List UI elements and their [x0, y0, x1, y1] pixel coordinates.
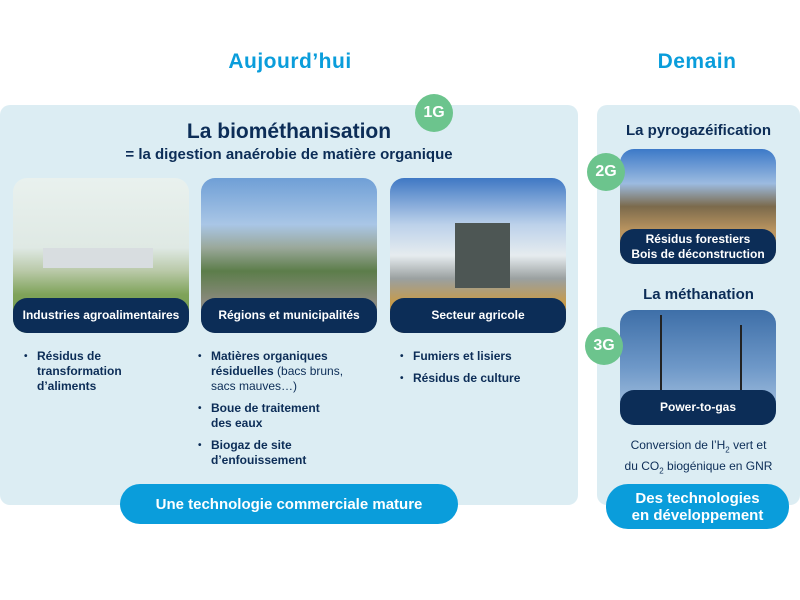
desc-text: du CO	[624, 459, 660, 474]
mature-technology-pill: Une technologie commerciale mature	[120, 484, 458, 524]
municipal-list: Matières organiques résiduelles (bacs br…	[198, 349, 368, 475]
list-item: Résidus de transformation d’aliments	[24, 349, 144, 394]
panel-subtitle: = la digestion anaérobie de matière orga…	[125, 146, 453, 163]
list-item: Fumiers et lisiers	[400, 349, 560, 364]
desc-sub: 2	[725, 445, 730, 455]
developing-technologies-pill: Des technologies en développement	[606, 484, 789, 529]
list-item: Matières organiques résiduelles (bacs br…	[198, 349, 368, 394]
desc-text: Conversion de l’H	[630, 438, 726, 452]
list-item: Biogaz de site d’enfouissement	[198, 438, 323, 468]
heading-today: Aujourd’hui	[228, 50, 352, 73]
pill-line2: en développement	[631, 506, 764, 524]
badge-2g: 2G	[587, 153, 625, 191]
desc-text: vert et	[729, 438, 767, 452]
pyro-title-text: La pyrogazéification	[625, 122, 772, 139]
pyro-label-line1: Résidus forestiers	[645, 231, 751, 246]
list-item: Résidus de culture	[400, 371, 560, 386]
pill-line1: Des technologies	[635, 489, 760, 507]
desc-text: biogénique en GNR	[663, 459, 773, 474]
pyro-label: Résidus forestiers Bois de déconstruction	[620, 229, 776, 264]
desc-sub: 2	[659, 466, 664, 476]
panel-title: La biométhanisation	[186, 120, 392, 143]
agrifood-list: Résidus de transformation d’aliments	[24, 349, 144, 401]
badge-1g: 1G	[415, 94, 453, 132]
methanation-description: Conversion de l’H2 vert et du CO2 biogén…	[597, 437, 800, 480]
sector-label-agricultural: Secteur agricole	[390, 298, 566, 333]
power-to-gas-label: Power-to-gas	[620, 390, 776, 425]
item-bold: Matières organiques résiduelles	[211, 349, 328, 378]
heading-tomorrow: Demain	[657, 50, 737, 73]
badge-3g: 3G	[585, 327, 623, 365]
agricultural-list: Fumiers et lisiers Résidus de culture	[400, 349, 560, 393]
pyro-title: La pyrogazéification	[597, 122, 800, 140]
list-item: Boue de traitement des eaux	[198, 401, 333, 431]
pyro-label-line2: Bois de déconstruction	[631, 246, 765, 261]
metha-title-text: La méthanation	[643, 286, 754, 303]
sector-label-municipal: Régions et municipalités	[201, 298, 377, 333]
item-detail: (bacs bruns, sacs mauves…)	[211, 364, 344, 393]
sector-label-agrifood: Industries agroalimentaires	[13, 298, 189, 333]
metha-title: La méthanation	[597, 286, 800, 304]
